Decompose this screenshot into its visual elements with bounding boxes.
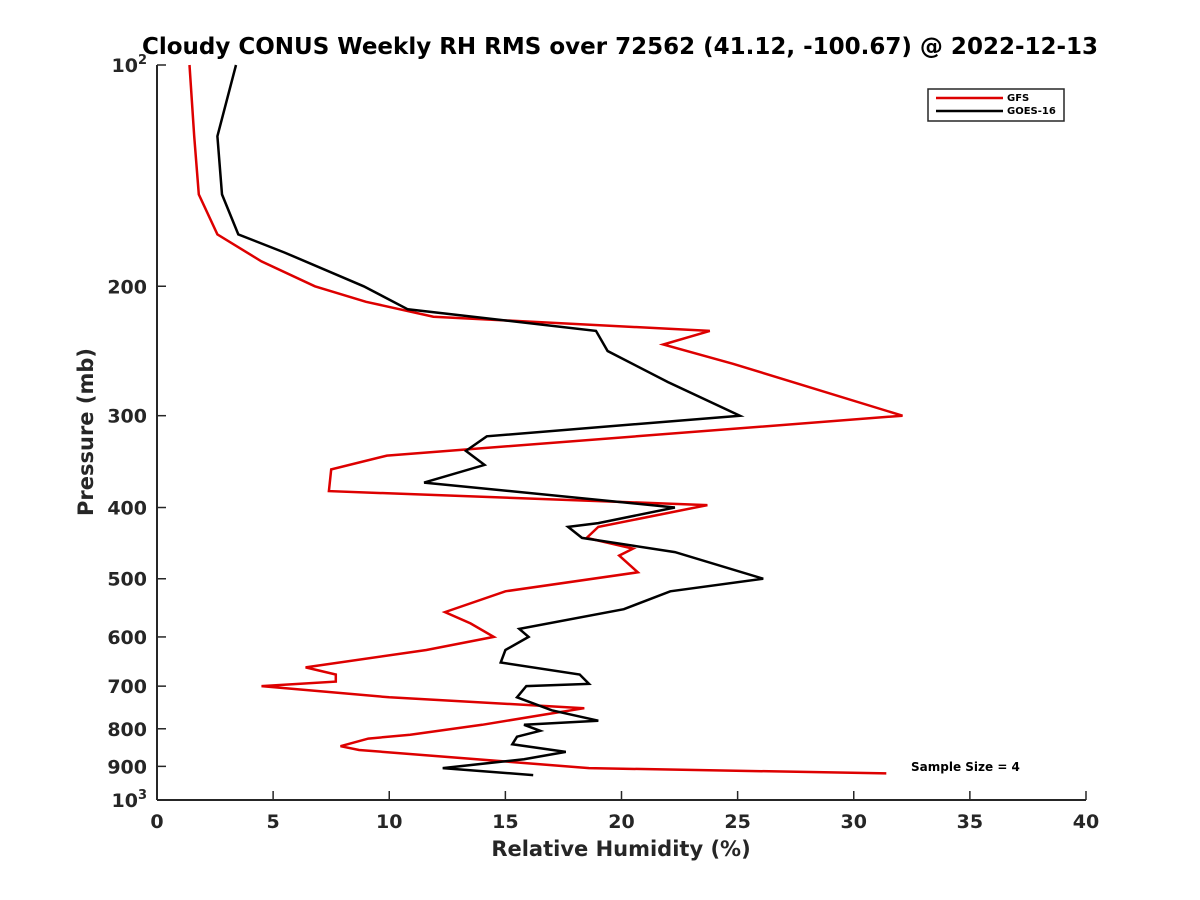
- y-tick-label: 102: [112, 53, 148, 77]
- x-tick-label: 10: [376, 811, 402, 833]
- legend: GFS GOES-16: [927, 88, 1065, 122]
- x-tick-label: 20: [608, 811, 634, 833]
- y-tick-label: 400: [107, 498, 147, 520]
- y-tick-label: 900: [107, 756, 147, 778]
- legend-box: [927, 88, 1065, 122]
- x-tick-label: 0: [150, 811, 163, 833]
- x-axis-label: Relative Humidity (%): [491, 837, 750, 861]
- chart-title: Cloudy CONUS Weekly RH RMS over 72562 (4…: [142, 34, 1098, 60]
- x-tick-label: 25: [724, 811, 750, 833]
- x-tick-label: 30: [841, 811, 867, 833]
- x-tick-label: 40: [1073, 811, 1099, 833]
- x-tick-label: 5: [267, 811, 280, 833]
- y-tick-label: 700: [107, 676, 147, 698]
- x-ticks: 0 5 10 15 20 25 30 35 40: [150, 791, 1099, 833]
- y-tick-label: 300: [107, 406, 147, 428]
- legend-label-gfs: GFS: [1007, 93, 1029, 104]
- y-tick-label: 103: [112, 788, 148, 812]
- y-axis-label: Pressure (mb): [74, 348, 98, 516]
- y-tick-label: 800: [107, 719, 147, 741]
- sample-size-annotation: Sample Size = 4: [911, 760, 1020, 774]
- series-line-gfs: [188, 64, 903, 775]
- y-tick-label: 200: [107, 276, 147, 298]
- series-group: [188, 64, 903, 777]
- y-tick-label: 600: [107, 627, 147, 649]
- y-tick-label: 500: [107, 569, 147, 591]
- y-ticks: 102 200 300 400 500 600 700 800 900 103: [107, 53, 166, 812]
- legend-label-goes16: GOES-16: [1007, 106, 1056, 117]
- series-line-goes16: [216, 64, 764, 777]
- x-tick-label: 15: [492, 811, 518, 833]
- x-tick-label: 35: [957, 811, 983, 833]
